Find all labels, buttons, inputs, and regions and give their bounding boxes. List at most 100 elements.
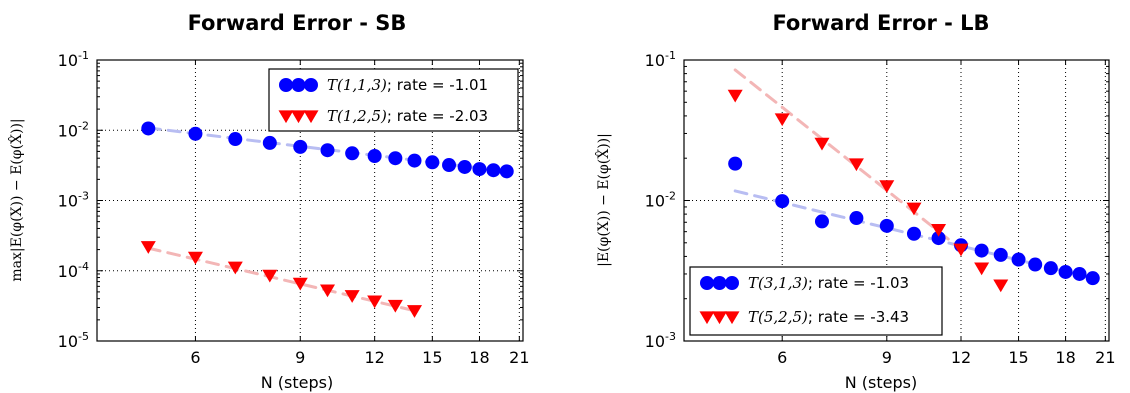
data-point (292, 277, 308, 291)
data-point (879, 218, 894, 233)
x-tick-label: 15 (1008, 348, 1028, 367)
data-point (140, 241, 156, 254)
chart-title: Forward Error - SB (188, 11, 407, 35)
chart-forward-error-lb: Forward Error - LB 6 9 12 15 18 21 10-3 10-2 10-… (594, 11, 1115, 392)
data-point (345, 146, 360, 161)
data-point (367, 148, 382, 163)
y-tick-label: 10-3 (645, 330, 676, 351)
data-point (906, 226, 921, 241)
y-tick-label: 10-2 (645, 190, 676, 211)
data-point (1028, 257, 1043, 272)
y-axis-label: |E(φ(X)) − E(φ(X̂))| (594, 133, 612, 267)
y-tick-label: 10-3 (58, 190, 89, 211)
data-point (931, 231, 946, 246)
data-point (407, 305, 423, 318)
legend-marker (700, 276, 714, 290)
data-point (262, 269, 278, 283)
x-tick-label: 12 (364, 348, 384, 367)
x-tick-label: 6 (777, 348, 787, 367)
legend: T(3,1,3); rate = -1.03 T(5,2,5); rate = -… (689, 266, 943, 336)
data-point (1011, 252, 1026, 267)
legend-marker (291, 110, 306, 124)
data-point (320, 284, 336, 298)
data-point (974, 262, 990, 276)
legend-label: T(1,2,5); rate = -2.03 (327, 107, 488, 125)
data-point (486, 163, 501, 178)
x-tick-label: 21 (1095, 348, 1115, 367)
x-tick-label: 21 (509, 348, 529, 367)
data-point (387, 299, 403, 313)
legend-marker (724, 311, 740, 325)
data-point (974, 243, 989, 258)
data-point (849, 211, 864, 226)
legend-label: T(5,2,5); rate = -3.43 (748, 308, 909, 326)
series-markers (141, 121, 514, 179)
y-axis-label: max|E(φ(X)) − E(φ(X̂))| (7, 118, 25, 281)
data-point (388, 151, 403, 166)
x-axis-label: N (steps) (261, 373, 333, 392)
legend: T(1,1,3); rate = -1.01 T(1,2,5); rate = -… (268, 68, 519, 132)
data-point (775, 194, 790, 209)
data-point (906, 202, 922, 216)
data-point (993, 279, 1009, 293)
legend-label: T(1,1,3); rate = -1.01 (327, 76, 488, 94)
legend-marker (279, 78, 293, 92)
legend-marker (725, 276, 739, 290)
data-point (1072, 266, 1087, 281)
y-tick-label: 10-5 (58, 330, 89, 351)
data-point (320, 143, 335, 158)
y-tick-label: 10-2 (58, 119, 89, 140)
data-point (848, 158, 864, 172)
data-point (727, 89, 743, 103)
series-markers (727, 89, 1009, 293)
data-point (814, 214, 829, 229)
x-tick-label: 18 (469, 348, 489, 367)
data-point (472, 162, 487, 177)
series-markers (728, 156, 1100, 286)
chart-forward-error-sb: Forward Error - SB 6 9 12 15 18 21 10-5 10-4 10-… (7, 11, 529, 392)
x-tick-label: 12 (951, 348, 971, 367)
data-point (728, 156, 743, 171)
x-tick-label: 18 (1055, 348, 1075, 367)
legend-marker (304, 78, 318, 92)
data-point (141, 121, 156, 136)
data-point (262, 135, 277, 150)
y-tick-label: 10-4 (58, 260, 89, 281)
fit-line (733, 68, 963, 251)
legend-label: T(3,1,3); rate = -1.03 (748, 274, 909, 292)
legend-marker (303, 110, 319, 124)
data-point (1085, 271, 1100, 286)
data-point (774, 113, 790, 127)
data-point (814, 137, 830, 151)
data-point (457, 159, 472, 174)
y-tick-label: 10-1 (58, 49, 89, 70)
x-tick-label: 9 (295, 348, 305, 367)
x-axis-label: N (steps) (845, 373, 917, 392)
data-point (228, 132, 243, 147)
data-point (187, 251, 203, 265)
data-point (953, 243, 969, 257)
data-point (879, 180, 895, 194)
y-tick-label: 10-1 (645, 49, 676, 70)
data-point (293, 139, 308, 154)
data-point (367, 295, 383, 309)
data-point (425, 155, 440, 170)
legend-marker (699, 311, 715, 325)
chart-title: Forward Error - LB (772, 11, 989, 35)
legend-marker (712, 311, 727, 325)
legend-marker (278, 110, 294, 124)
data-point (1043, 261, 1058, 276)
data-point (407, 153, 422, 168)
data-point (227, 261, 243, 275)
x-tick-label: 6 (190, 348, 200, 367)
series-markers (140, 241, 423, 318)
data-point (993, 247, 1008, 262)
data-point (442, 158, 457, 173)
data-point (499, 164, 514, 179)
data-point (188, 126, 203, 141)
data-point (931, 224, 947, 237)
data-point (1058, 264, 1073, 279)
legend-marker (712, 276, 727, 290)
legend-marker (291, 78, 306, 92)
